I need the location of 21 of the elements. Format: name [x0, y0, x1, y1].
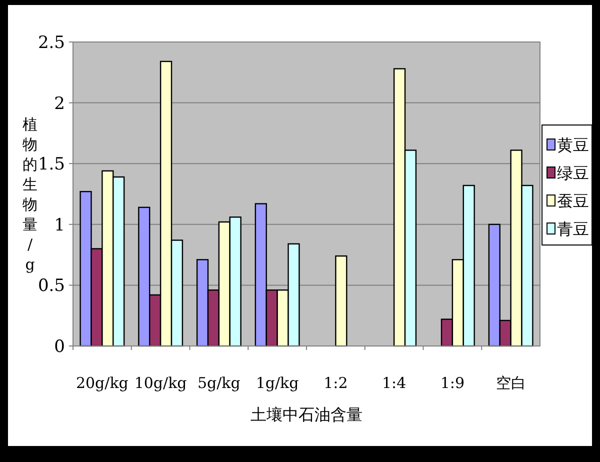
x-tick-label: 1:2	[324, 374, 348, 392]
legend-label: 绿豆	[557, 164, 589, 183]
y-tick-label: 2	[54, 94, 65, 114]
x-tick-label: 10g/kg	[134, 374, 188, 392]
y-tick-label: 1.5	[38, 154, 65, 175]
x-tick-label: 1:9	[440, 374, 465, 392]
legend-label: 青豆	[557, 220, 589, 239]
x-tick-label: 1g/kg	[256, 374, 300, 392]
y-tick-label: 0	[54, 336, 65, 357]
y-axis-title: 植物的生物量/g	[22, 115, 38, 274]
x-tick-label: 空白	[496, 374, 526, 392]
y-tick-label: 1	[54, 215, 65, 236]
bar	[335, 255, 348, 347]
x-tick-label: 20g/kg	[76, 374, 129, 392]
y-tick-label: 2.5	[38, 32, 65, 53]
legend-label: 黄豆	[557, 136, 589, 155]
y-tick-label: 0.5	[38, 276, 65, 296]
x-axis-title: 土壤中石油含量	[250, 405, 362, 424]
x-tick-label: 1:4	[382, 374, 406, 392]
legend-label: 蚕豆	[557, 192, 589, 211]
x-tick-label: 5g/kg	[197, 374, 241, 392]
